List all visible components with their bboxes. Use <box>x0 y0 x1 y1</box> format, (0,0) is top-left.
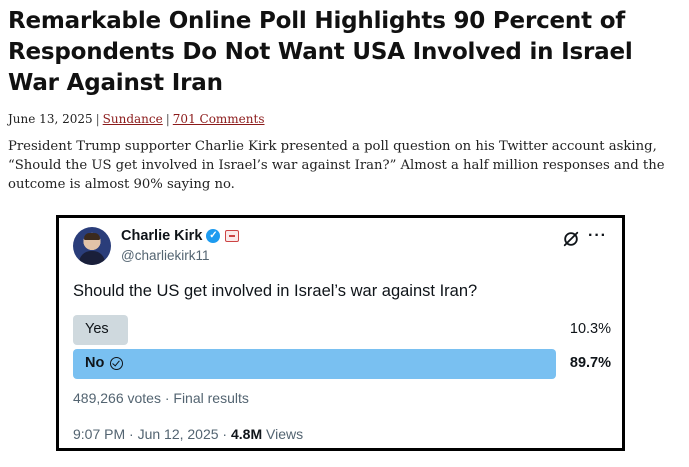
poll-option-label: Yes <box>85 321 109 337</box>
article-meta: June 13, 2025 | Sundance | 701 Comments <box>8 111 684 127</box>
avatar[interactable] <box>73 227 111 265</box>
poll-option-label-text: No <box>85 355 105 371</box>
article-headline: Remarkable Online Poll Highlights 90 Per… <box>8 8 633 96</box>
more-options-icon[interactable]: ··· <box>588 227 607 244</box>
article-date: June 13, 2025 <box>8 112 93 126</box>
poll-option-label-text: Yes <box>85 321 109 337</box>
tweet-timestamp[interactable]: 9:07 PM · Jun 12, 2025 · <box>73 426 231 442</box>
meta-separator: | <box>165 112 170 126</box>
poll-option-yes: Yes 10.3% <box>73 315 611 345</box>
author-display-name[interactable]: Charlie Kirk <box>121 228 203 244</box>
grok-icon[interactable] <box>562 230 580 248</box>
views-label: Views <box>262 426 304 442</box>
poll-vote-count: 489,266 votes · Final results <box>73 390 249 406</box>
avatar-suit <box>79 251 105 265</box>
affiliation-badge-icon[interactable] <box>225 230 240 242</box>
poll-question: Should the US get involved in Israel’s w… <box>73 282 478 300</box>
poll-option-label: No <box>85 355 124 371</box>
article: Remarkable Online Poll Highlights 90 Per… <box>8 0 684 194</box>
poll-option-no: No 89.7% <box>73 349 611 379</box>
poll-bar-no <box>73 349 556 379</box>
check-circle-icon <box>110 356 124 370</box>
views-count: 4.8M <box>230 426 263 442</box>
avatar-hair <box>84 233 100 240</box>
verified-badge-icon: ✓ <box>206 229 221 243</box>
comments-link[interactable]: 701 Comments <box>172 112 265 126</box>
article-body: President Trump supporter Charlie Kirk p… <box>8 139 665 192</box>
author-link[interactable]: Sundance <box>102 112 163 126</box>
poll-option-percent: 89.7% <box>569 355 611 371</box>
tweet-author-row: Charlie Kirk ✓ <box>121 228 240 244</box>
meta-separator: | <box>95 112 100 126</box>
poll-bar-yes <box>73 315 128 345</box>
tweet-timestamp-row: 9:07 PM · Jun 12, 2025 · 4.8M Views <box>73 426 303 442</box>
author-handle[interactable]: @charliekirk11 <box>121 248 210 263</box>
embedded-tweet[interactable]: Charlie Kirk ✓ @charliekirk11 ··· Should… <box>56 215 625 451</box>
poll-option-percent: 10.3% <box>569 321 611 337</box>
